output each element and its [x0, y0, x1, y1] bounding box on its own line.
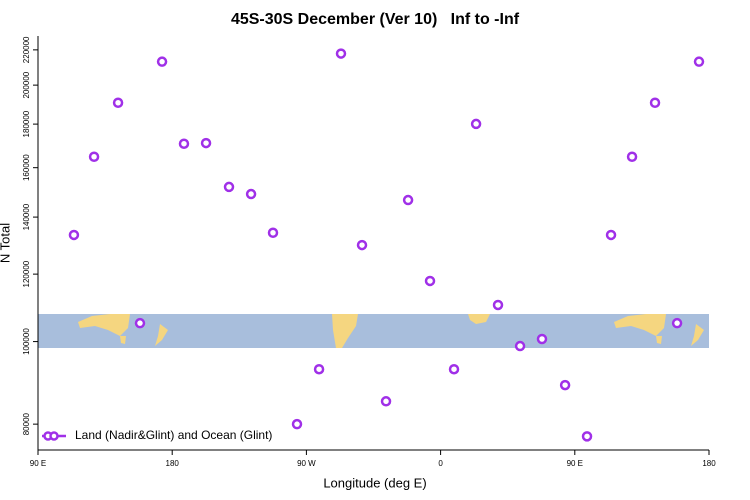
point [178, 138, 190, 149]
point [356, 239, 368, 251]
point [536, 333, 548, 345]
point [626, 151, 638, 163]
point [649, 97, 661, 108]
map-background [38, 314, 709, 348]
x-axis-label: Longitude (deg E) [323, 475, 426, 490]
x-tick-label: 90 E [30, 459, 46, 468]
y-tick-label: 220000 [22, 36, 31, 63]
point [245, 188, 257, 200]
y-tick-label: 160000 [22, 154, 31, 181]
x-tick-label: 180 [702, 459, 716, 468]
point [605, 229, 617, 241]
y-tick-label: 100000 [22, 328, 31, 355]
point [88, 151, 100, 163]
legend-label: Land (Nadir&Glint) and Ocean (Glint) [75, 428, 272, 442]
y-tick-label: 180000 [22, 110, 31, 137]
legend-marker [49, 431, 59, 441]
y-tick-label: 140000 [22, 203, 31, 230]
y-axis-label: N Total [0, 223, 12, 263]
point [380, 396, 392, 407]
chart-title: 45S-30S December (Ver 10) Inf to -Inf [231, 11, 520, 28]
point [156, 56, 168, 67]
point [335, 48, 347, 59]
point [492, 299, 504, 311]
point [581, 431, 593, 442]
point [671, 317, 683, 329]
y-tick-label: 200000 [22, 71, 31, 98]
point [267, 227, 279, 238]
point [514, 340, 526, 352]
point [448, 363, 460, 375]
point [402, 194, 414, 206]
y-tick-label: 80000 [22, 412, 31, 435]
point [223, 181, 235, 193]
point [424, 275, 436, 287]
point [68, 229, 80, 241]
x-tick-label: 0 [438, 459, 443, 468]
y-tick-label: 120000 [22, 260, 31, 287]
x-tick-label: 90 E [567, 459, 583, 468]
x-tick-label: 90 W [297, 459, 316, 468]
point [693, 56, 705, 67]
point [470, 118, 482, 130]
x-tick-label: 180 [166, 459, 180, 468]
point [313, 363, 325, 375]
point [134, 317, 146, 329]
point [291, 418, 303, 430]
point [200, 137, 212, 149]
point [112, 97, 124, 108]
point [559, 379, 571, 391]
